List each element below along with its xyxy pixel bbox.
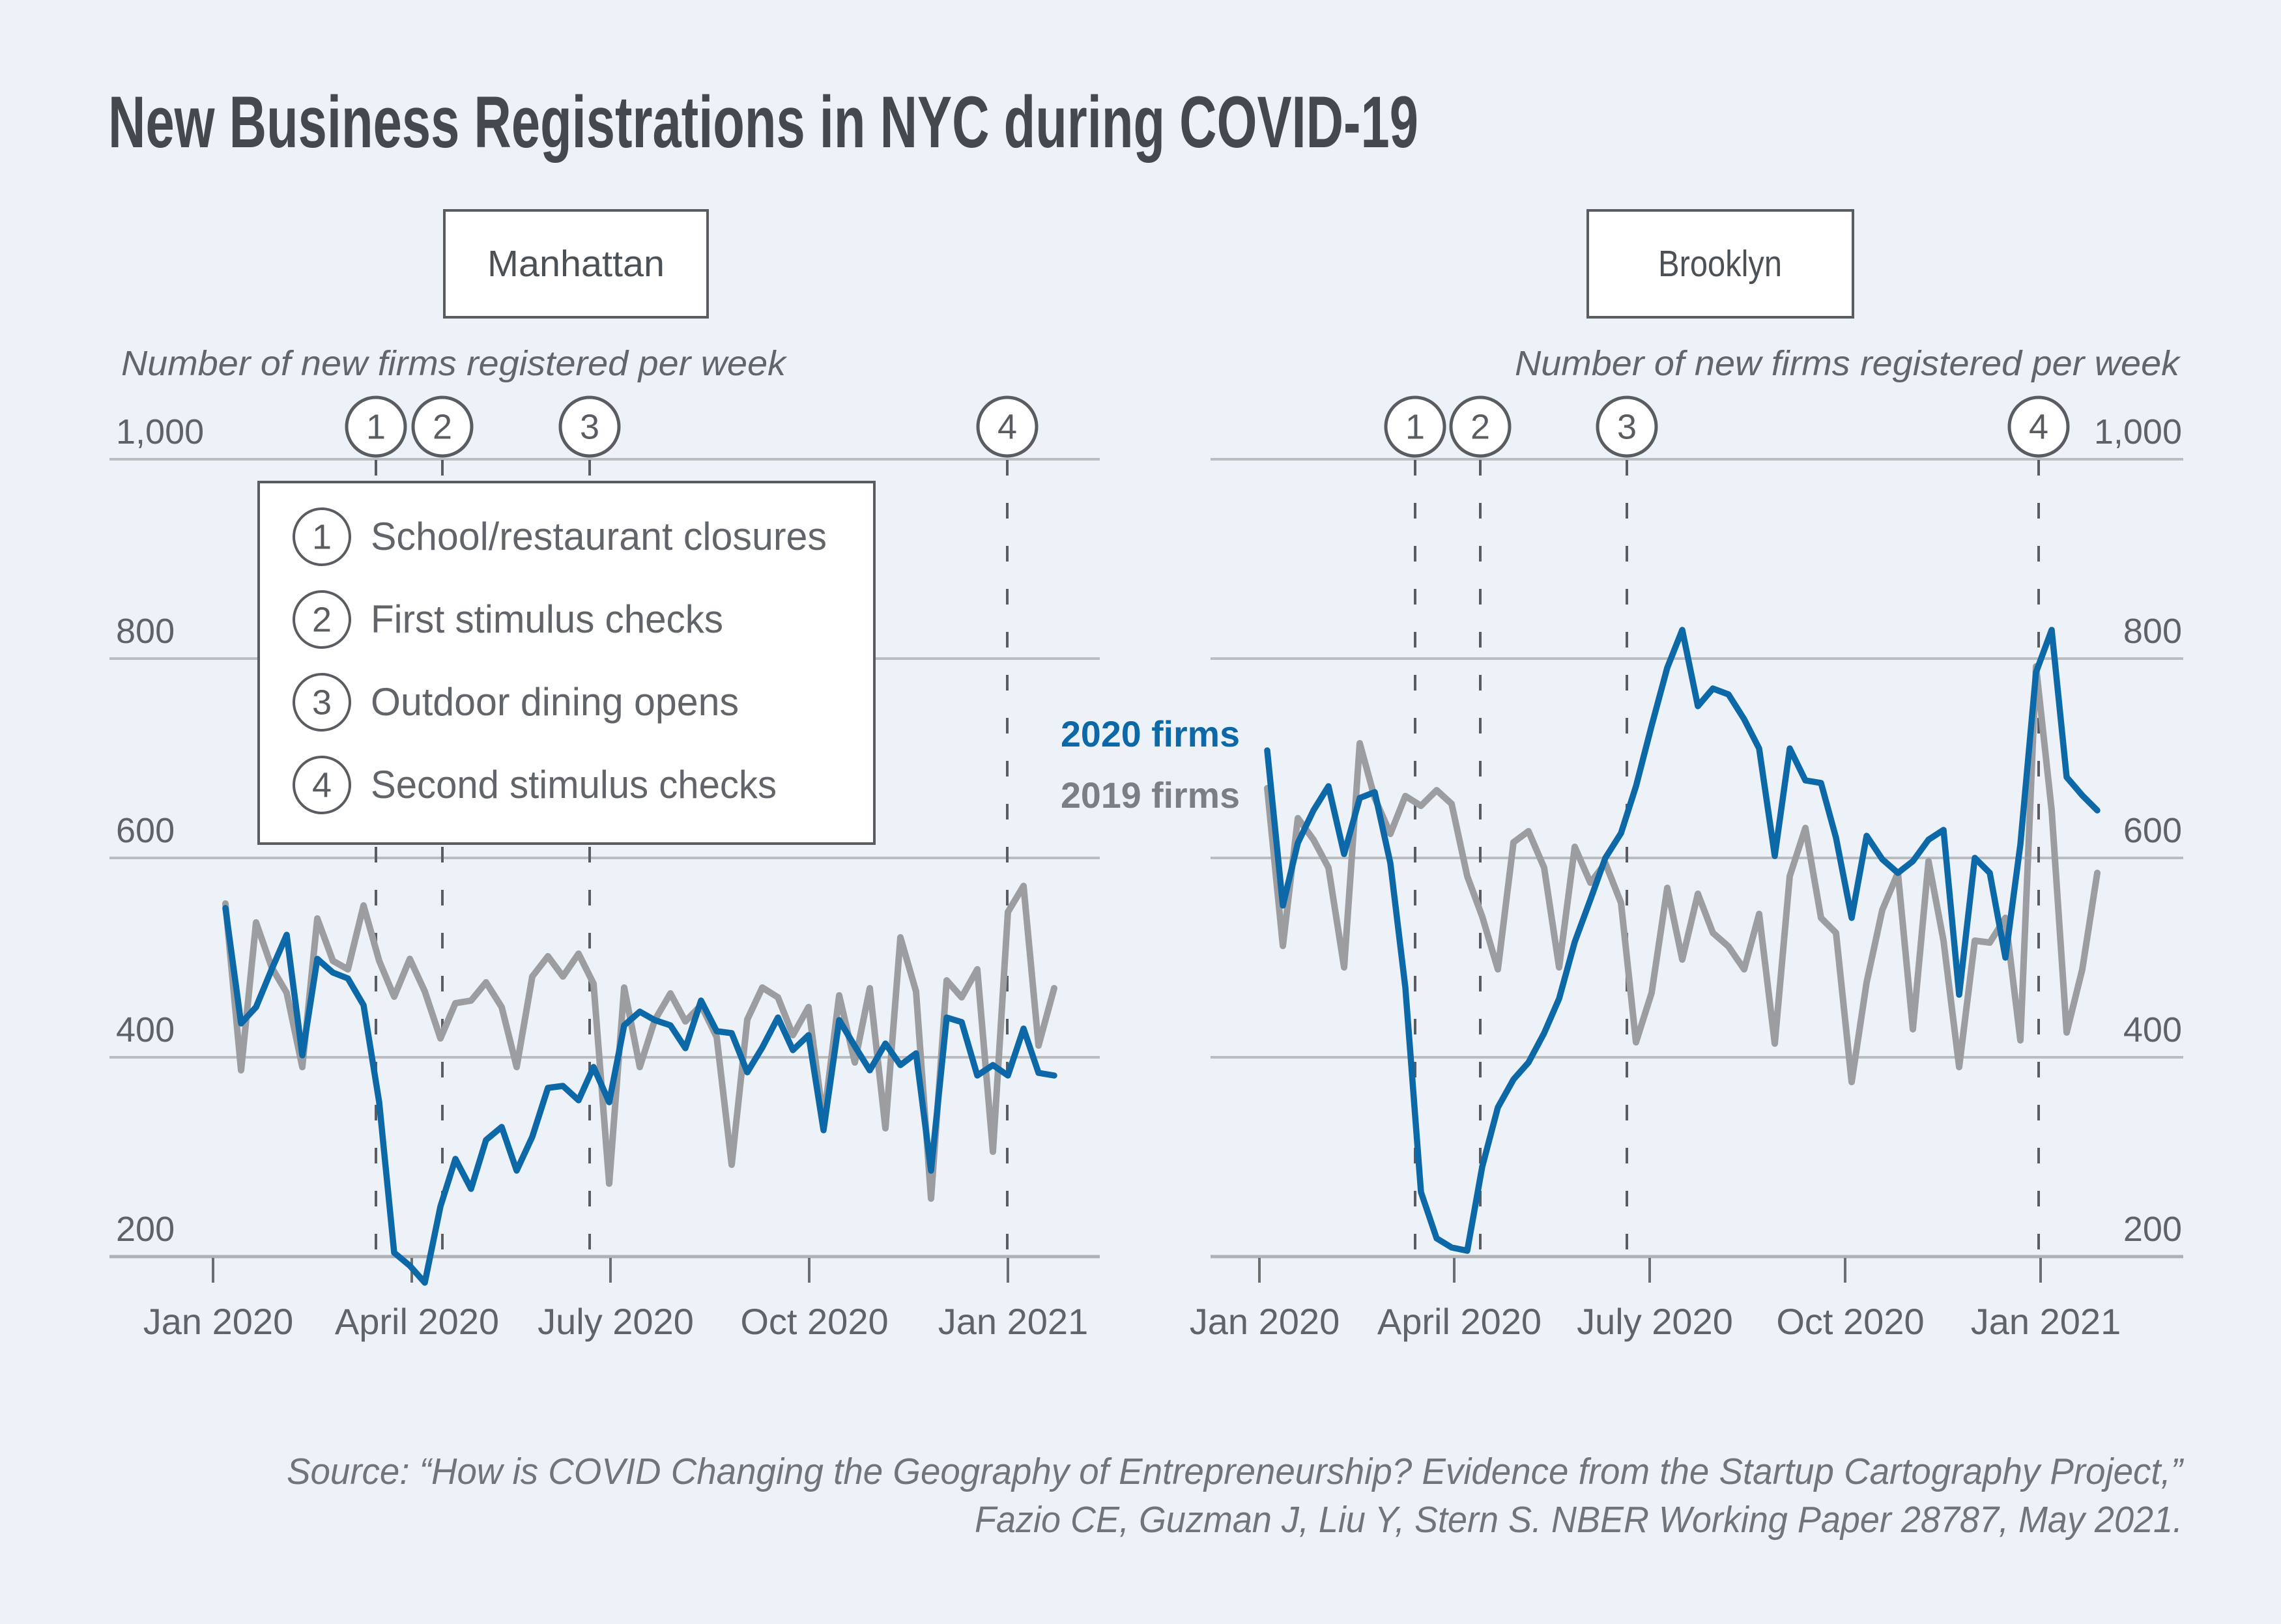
svg-text:Second stimulus checks: Second stimulus checks [371, 763, 777, 806]
svg-text:Oct 2020: Oct 2020 [1776, 1301, 1924, 1342]
svg-text:4: 4 [997, 408, 1017, 447]
svg-text:2020 firms: 2020 firms [1061, 713, 1240, 754]
svg-text:Number of new firms registered: Number of new firms registered per week [121, 344, 788, 383]
svg-text:Number of new firms registered: Number of new firms registered per week [1515, 344, 2181, 383]
svg-text:July 2020: July 2020 [1577, 1301, 1733, 1342]
svg-text:2019 firms: 2019 firms [1061, 775, 1240, 816]
svg-text:200: 200 [116, 1210, 175, 1249]
svg-text:200: 200 [2123, 1210, 2182, 1249]
svg-text:1: 1 [1405, 408, 1425, 447]
svg-text:1,000: 1,000 [2094, 412, 2182, 451]
svg-text:2: 2 [1470, 408, 1490, 447]
svg-text:1: 1 [366, 408, 386, 447]
svg-text:4: 4 [312, 766, 332, 805]
svg-text:400: 400 [2123, 1010, 2182, 1049]
svg-text:2: 2 [312, 601, 332, 640]
svg-text:Brooklyn: Brooklyn [1658, 243, 1782, 285]
svg-text:Oct 2020: Oct 2020 [740, 1301, 888, 1342]
svg-text:400: 400 [116, 1010, 175, 1049]
svg-text:800: 800 [116, 612, 175, 651]
svg-text:800: 800 [2123, 612, 2182, 651]
svg-text:April 2020: April 2020 [335, 1301, 499, 1342]
svg-text:Jan 2020: Jan 2020 [143, 1301, 293, 1342]
svg-text:Jan 2021: Jan 2021 [1971, 1301, 2121, 1342]
svg-text:School/restaurant closures: School/restaurant closures [371, 515, 827, 558]
svg-text:600: 600 [116, 811, 175, 850]
svg-text:3: 3 [1617, 408, 1637, 447]
svg-text:4: 4 [2029, 408, 2048, 447]
svg-text:First stimulus checks: First stimulus checks [371, 597, 723, 641]
svg-text:Jan 2021: Jan 2021 [938, 1301, 1088, 1342]
svg-text:April 2020: April 2020 [1377, 1301, 1542, 1342]
svg-text:Fazio CE, Guzman J, Liu Y, Ste: Fazio CE, Guzman J, Liu Y, Stern S. NBER… [975, 1499, 2183, 1541]
svg-text:New Business Registrations in: New Business Registrations in NYC during… [108, 81, 1418, 163]
svg-text:1: 1 [312, 518, 332, 557]
svg-text:3: 3 [312, 683, 332, 722]
svg-text:1,000: 1,000 [116, 412, 204, 451]
svg-text:July 2020: July 2020 [538, 1301, 694, 1342]
svg-text:Outdoor dining opens: Outdoor dining opens [371, 680, 739, 724]
svg-text:600: 600 [2123, 811, 2182, 850]
svg-text:2: 2 [433, 408, 452, 447]
svg-text:Manhattan: Manhattan [487, 243, 665, 285]
svg-text:Jan 2020: Jan 2020 [1190, 1301, 1340, 1342]
svg-text:3: 3 [580, 408, 599, 447]
svg-text:Source: “How is COVID Changing: Source: “How is COVID Changing the Geogr… [287, 1451, 2185, 1492]
